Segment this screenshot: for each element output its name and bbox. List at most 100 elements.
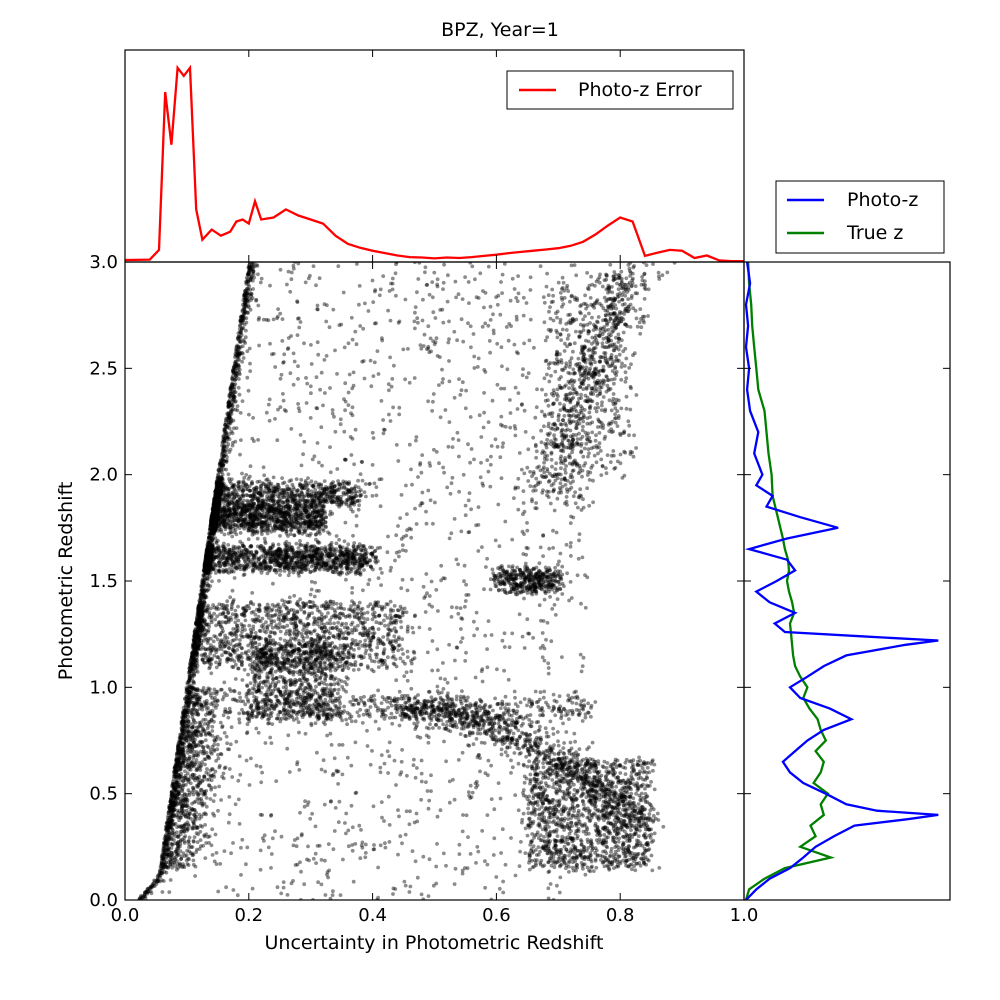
- scatter-point: [364, 561, 368, 565]
- scatter-point: [283, 554, 288, 558]
- scatter-point: [231, 501, 236, 506]
- scatter-point: [226, 610, 231, 615]
- scatter-point: [206, 543, 210, 548]
- scatter-point: [379, 659, 383, 663]
- scatter-point: [365, 617, 370, 622]
- scatter-point: [324, 515, 328, 519]
- scatter-point: [280, 652, 285, 657]
- scatter-point: [332, 570, 337, 575]
- scatter-point: [205, 553, 210, 557]
- scatter-point: [346, 554, 351, 558]
- scatter-point: [238, 638, 242, 642]
- scatter-point: [352, 495, 356, 499]
- scatter-point: [293, 568, 298, 572]
- scatter-point: [299, 632, 304, 636]
- scatter-point: [299, 556, 304, 561]
- scatter-point: [349, 642, 354, 646]
- scatter-point: [387, 632, 391, 637]
- scatter-point: [222, 563, 227, 568]
- scatter-point: [205, 567, 209, 571]
- scatter-point: [363, 644, 367, 649]
- scatter-point: [284, 562, 289, 567]
- scatter-point: [376, 627, 381, 631]
- scatter-point: [362, 630, 366, 635]
- scatter-point: [309, 489, 314, 494]
- chart-title: BPZ, Year=1: [441, 19, 559, 41]
- scatter-point: [374, 620, 379, 625]
- scatter-point: [401, 652, 405, 656]
- scatter-point: [292, 627, 297, 632]
- scatter-point: [394, 664, 399, 669]
- scatter-point: [357, 503, 361, 508]
- scatter-point: [211, 548, 216, 553]
- scatter-point: [370, 545, 374, 550]
- scatter-point: [295, 679, 299, 683]
- scatter-point: [267, 487, 271, 491]
- scatter-point: [305, 498, 310, 503]
- scatter-point: [209, 620, 214, 625]
- scatter-point: [317, 525, 321, 530]
- scatter-point: [252, 660, 257, 664]
- scatter-point: [233, 662, 238, 667]
- scatter-point: [348, 494, 353, 499]
- scatter-point: [363, 482, 368, 486]
- scatter-point: [295, 522, 299, 527]
- scatter-point: [319, 512, 324, 517]
- scatter-point: [331, 567, 335, 572]
- scatter-point: [250, 481, 254, 486]
- scatter-point: [333, 610, 338, 614]
- scatter-point: [306, 622, 310, 627]
- scatter-point: [323, 549, 328, 554]
- scatter-point: [340, 500, 344, 504]
- scatter-point: [266, 612, 270, 617]
- scatter-point: [333, 561, 337, 566]
- scatter-point: [225, 599, 230, 604]
- scatter-point: [351, 668, 356, 672]
- scatter-point: [326, 611, 330, 615]
- scatter-point: [282, 638, 287, 643]
- scatter-point: [388, 629, 392, 633]
- scatter-point: [207, 613, 212, 617]
- scatter-point: [336, 565, 340, 570]
- scatter-point: [236, 519, 241, 524]
- scatter-point: [303, 555, 307, 560]
- scatter-point: [241, 503, 245, 508]
- scatter-point: [247, 623, 252, 628]
- scatter-point: [397, 635, 401, 640]
- scatter-point: [273, 612, 278, 617]
- scatter-point: [305, 559, 309, 564]
- scatter-point: [230, 612, 235, 617]
- scatter-point: [290, 548, 295, 552]
- scatter-point: [390, 644, 395, 649]
- scatter-point: [306, 614, 311, 618]
- scatter-point: [236, 625, 240, 630]
- scatter-point: [287, 479, 292, 483]
- scatter-point: [359, 621, 363, 625]
- scatter-point: [296, 546, 301, 550]
- scatter-point: [245, 498, 250, 503]
- scatter-point: [219, 630, 224, 635]
- scatter-point: [363, 547, 368, 552]
- scatter-point: [357, 498, 362, 503]
- scatter-point: [333, 626, 338, 630]
- scatter-point: [234, 566, 239, 571]
- scatter-point: [274, 608, 279, 613]
- scatter-point: [208, 549, 213, 554]
- scatter-point: [225, 556, 230, 561]
- scatter-point: [289, 492, 294, 497]
- scatter-point: [352, 557, 356, 561]
- scatter-point: [376, 665, 381, 669]
- scatter-point: [234, 633, 239, 638]
- scatter-point: [251, 602, 256, 607]
- scatter-point: [248, 634, 253, 638]
- scatter-point: [252, 510, 257, 514]
- scatter-point: [249, 513, 254, 518]
- scatter-point: [206, 630, 210, 634]
- scatter-point: [225, 521, 229, 525]
- scatter-point: [205, 560, 210, 565]
- scatter-point: [340, 718, 344, 723]
- scatter-point: [218, 564, 223, 568]
- scatter-point: [282, 565, 287, 570]
- scatter-point: [245, 487, 250, 492]
- scatter-point: [308, 532, 313, 536]
